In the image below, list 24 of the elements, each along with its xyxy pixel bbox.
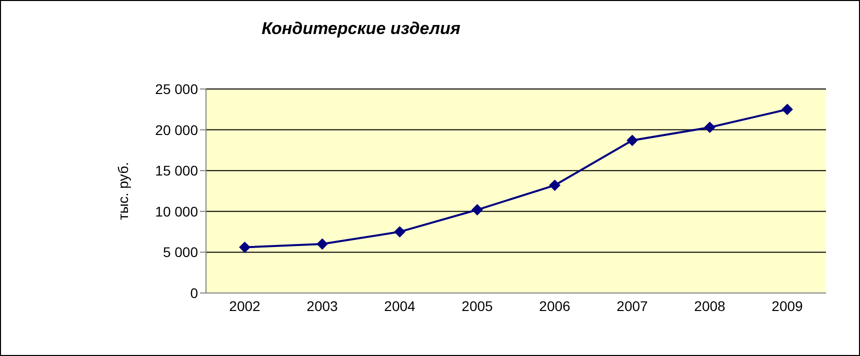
x-tick-label: 2002 [229,298,261,314]
y-tick-label: 25 000 [155,80,198,97]
x-tick-label: 2005 [462,298,494,314]
y-tick-label: 10 000 [155,203,198,220]
y-tick-label: 20 000 [155,122,198,138]
point [704,122,716,133]
x-tick-label: 2007 [616,298,648,314]
x-tick-label: 2008 [694,298,726,314]
point [472,204,483,216]
y-tick-label: 0 [190,284,198,301]
point [626,134,638,146]
chart-title: Кондитерские изделия [260,19,462,39]
x-tick-label: 2004 [384,298,416,314]
x-tick-label: 2006 [539,298,571,314]
point [239,242,250,253]
point [782,104,793,115]
y-axis-title: тыс. руб. [115,162,131,220]
point [549,180,560,191]
point [394,226,406,238]
point [316,238,328,250]
y-tick-label: 5 000 [162,244,198,260]
x-tick-label: 2003 [306,298,338,314]
x-tick-label: 2009 [772,298,804,314]
y-tick-label: 15 000 [155,162,198,179]
